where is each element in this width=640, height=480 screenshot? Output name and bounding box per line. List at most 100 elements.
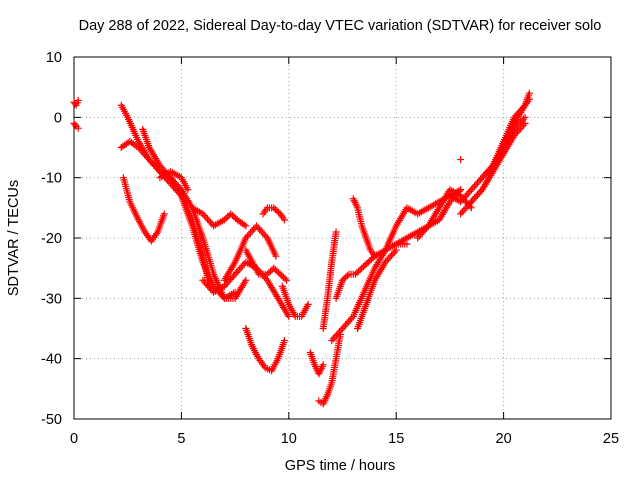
axis-ticks bbox=[73, 56, 612, 420]
data-point bbox=[364, 258, 372, 266]
data-point bbox=[234, 267, 242, 275]
data-point bbox=[457, 186, 465, 194]
data-point bbox=[358, 264, 366, 272]
data-point bbox=[463, 203, 471, 211]
x-axis-label: GPS time / hours bbox=[285, 458, 395, 474]
data-point bbox=[520, 103, 528, 111]
data-point bbox=[446, 198, 454, 206]
data-point bbox=[335, 328, 343, 336]
data-point bbox=[257, 227, 265, 235]
data-point bbox=[279, 273, 287, 281]
x-tick-label: 10 bbox=[281, 431, 297, 447]
data-point bbox=[515, 108, 523, 116]
data-point bbox=[464, 189, 472, 197]
data-point bbox=[276, 270, 284, 278]
data-point bbox=[339, 325, 346, 332]
data-point bbox=[366, 257, 374, 265]
data-point bbox=[457, 156, 465, 164]
data-point bbox=[74, 124, 82, 132]
data-point bbox=[267, 267, 275, 275]
data-point bbox=[273, 267, 281, 275]
data-point bbox=[512, 130, 520, 138]
data-point bbox=[136, 145, 144, 153]
data-point bbox=[253, 222, 261, 230]
data-point bbox=[388, 251, 396, 259]
data-point bbox=[239, 262, 247, 270]
data-point bbox=[184, 186, 192, 194]
data-point bbox=[415, 232, 423, 240]
data-point bbox=[230, 272, 238, 280]
data-point bbox=[343, 319, 351, 327]
y-tick-label: 10 bbox=[46, 50, 62, 66]
data-point bbox=[464, 201, 472, 209]
data-point bbox=[386, 253, 394, 261]
data-point bbox=[516, 125, 524, 133]
data-point bbox=[513, 110, 521, 118]
data-point bbox=[74, 96, 82, 104]
data-point bbox=[474, 179, 482, 187]
data-point bbox=[371, 252, 379, 260]
data-point bbox=[391, 248, 399, 256]
data-point bbox=[389, 250, 397, 258]
data-point bbox=[157, 163, 165, 171]
data-point bbox=[457, 198, 465, 206]
data-point bbox=[260, 231, 268, 239]
data-point bbox=[353, 269, 361, 277]
x-tick-label: 20 bbox=[496, 431, 512, 447]
data-point bbox=[337, 326, 345, 334]
data-point bbox=[248, 227, 256, 235]
data-point bbox=[203, 215, 211, 223]
data-point bbox=[281, 275, 289, 283]
grid-lines bbox=[74, 57, 611, 419]
data-point bbox=[220, 216, 228, 224]
data-point bbox=[458, 208, 466, 216]
data-point bbox=[228, 211, 236, 219]
data-point bbox=[226, 275, 234, 283]
data-point bbox=[475, 189, 483, 197]
data-point bbox=[225, 277, 233, 285]
data-point bbox=[515, 126, 523, 134]
data-point bbox=[222, 281, 230, 289]
data-point bbox=[463, 191, 471, 199]
data-point bbox=[270, 204, 278, 212]
data-point bbox=[170, 177, 178, 185]
data-point bbox=[417, 231, 425, 239]
data-point bbox=[472, 181, 480, 189]
data-point bbox=[351, 270, 359, 278]
data-point bbox=[200, 212, 208, 220]
data-point bbox=[205, 217, 213, 225]
data-point bbox=[525, 89, 533, 97]
data-point bbox=[481, 170, 489, 178]
data-point bbox=[224, 213, 232, 221]
data-point bbox=[134, 144, 142, 151]
data-point bbox=[142, 152, 150, 160]
data-point bbox=[236, 265, 244, 273]
data-point bbox=[472, 193, 480, 201]
data-point bbox=[262, 232, 270, 240]
data-point bbox=[356, 266, 364, 274]
data-point bbox=[150, 161, 158, 169]
data-point bbox=[141, 150, 149, 158]
data-point bbox=[246, 229, 254, 237]
data-point bbox=[263, 270, 271, 278]
data-point bbox=[328, 337, 336, 345]
data-point bbox=[243, 232, 251, 240]
data-point bbox=[281, 337, 289, 345]
data-point bbox=[271, 205, 279, 213]
data-point bbox=[363, 260, 371, 268]
data-point bbox=[139, 149, 147, 157]
x-tick-label: 5 bbox=[177, 431, 185, 447]
data-points bbox=[70, 89, 533, 408]
data-point bbox=[510, 131, 518, 139]
y-tick-label: -50 bbox=[41, 412, 62, 428]
data-point bbox=[367, 255, 375, 263]
y-tick-label: -10 bbox=[41, 171, 62, 187]
data-point bbox=[477, 187, 485, 195]
x-tick-label: 15 bbox=[388, 431, 404, 447]
data-point bbox=[418, 229, 426, 237]
data-point bbox=[421, 225, 429, 233]
data-point bbox=[331, 333, 339, 341]
data-point bbox=[510, 113, 518, 121]
data-point bbox=[262, 275, 270, 283]
